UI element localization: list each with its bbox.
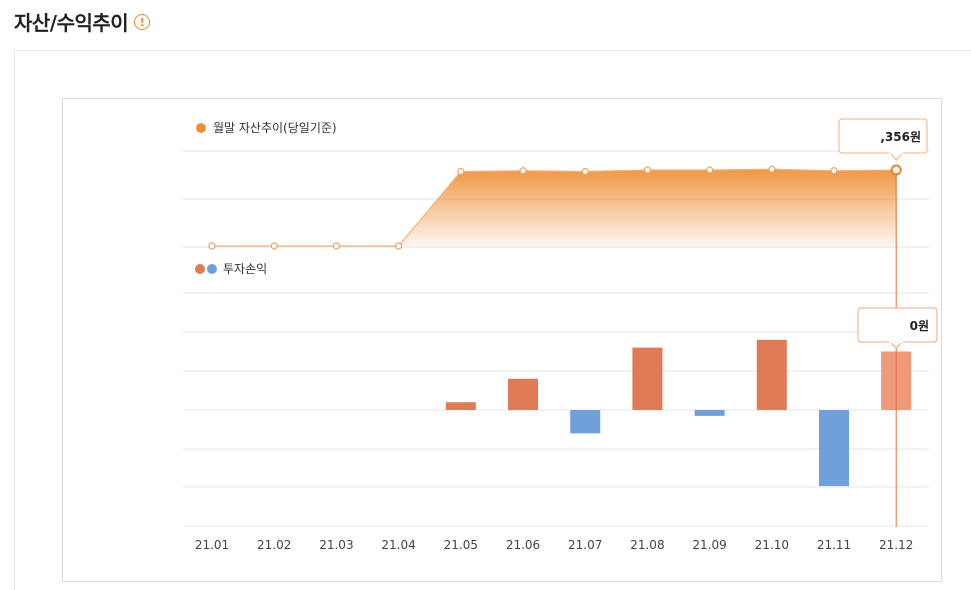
legend-bar-positive-dot xyxy=(195,264,205,274)
x-tick-label: 21.06 xyxy=(506,538,540,552)
area-point[interactable] xyxy=(332,242,340,250)
x-tick-label: 21.09 xyxy=(692,538,726,552)
x-tick-label: 21.01 xyxy=(195,538,229,552)
bar-21.11[interactable] xyxy=(819,410,849,487)
outer-panel xyxy=(14,50,971,590)
x-tick-label: 21.08 xyxy=(630,538,664,552)
area-point[interactable] xyxy=(768,165,776,173)
legend-bar-label: 투자손익 xyxy=(223,262,267,276)
bar-21.09[interactable] xyxy=(694,410,725,416)
area-point[interactable] xyxy=(830,167,838,175)
area-line xyxy=(212,168,897,247)
area-point[interactable] xyxy=(270,242,278,250)
x-tick-label: 21.07 xyxy=(568,538,602,552)
area-tooltip-box xyxy=(838,118,928,154)
bar-21.05[interactable] xyxy=(445,402,476,410)
bar-21.06[interactable] xyxy=(508,378,538,410)
legend-bar-negative-dot xyxy=(207,264,217,274)
x-tick-label: 21.02 xyxy=(257,538,291,552)
x-tick-label: 21.12 xyxy=(879,538,913,552)
area-point[interactable] xyxy=(581,167,589,176)
area-point[interactable] xyxy=(519,167,527,175)
bar-tooltip-text: 0원 xyxy=(910,319,929,333)
x-tick-label: 21.10 xyxy=(755,538,789,552)
x-tick-label: 21.11 xyxy=(817,538,851,552)
area-point[interactable] xyxy=(643,166,652,174)
area-point[interactable] xyxy=(208,242,216,250)
area-point[interactable] xyxy=(705,166,714,174)
x-tick-label: 21.05 xyxy=(444,538,478,552)
area-tooltip-arrow xyxy=(889,152,903,161)
section-title: 자산/수익추이 xyxy=(14,10,129,35)
bar-tooltip-arrow xyxy=(889,341,903,349)
bar-21.08[interactable] xyxy=(632,347,663,410)
area-point[interactable] xyxy=(457,167,465,176)
section-header: 자산/수익추이 ! xyxy=(14,6,151,36)
legend-area-label: 월말 자산추이(당일기준) xyxy=(213,121,337,135)
bar-21.07[interactable] xyxy=(570,410,601,434)
bar-tooltip-arrow-mask xyxy=(889,340,904,343)
area-tooltip-arrow-mask xyxy=(889,151,904,154)
legend-area-dot xyxy=(196,123,206,133)
area-point[interactable] xyxy=(395,242,403,250)
area-tooltip-text: ,356원 xyxy=(880,130,921,144)
x-tick-label: 21.04 xyxy=(381,538,415,552)
info-icon[interactable]: ! xyxy=(134,14,151,30)
area-fill xyxy=(212,169,897,246)
x-tick-label: 21.03 xyxy=(319,538,353,552)
bar-21.10[interactable] xyxy=(756,339,787,410)
